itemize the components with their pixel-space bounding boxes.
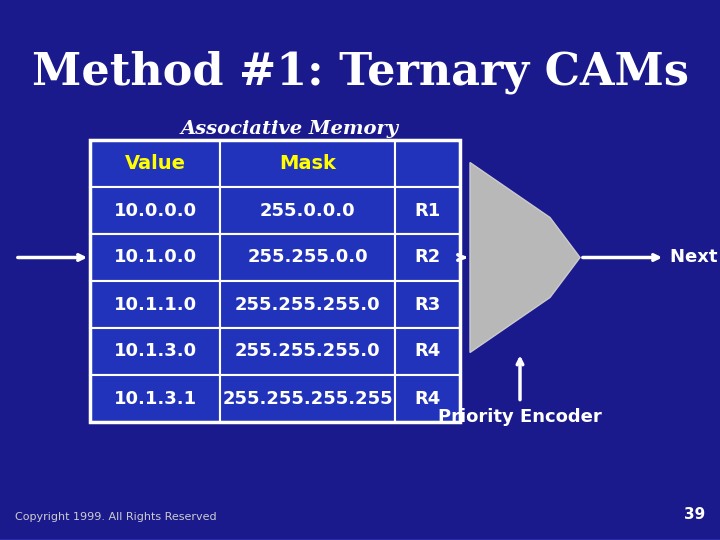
Bar <box>90 375 220 422</box>
Bar <box>90 281 220 328</box>
Bar <box>395 328 460 375</box>
Text: R2: R2 <box>415 248 441 267</box>
Text: 10.1.3.1: 10.1.3.1 <box>114 389 197 408</box>
Text: Associative Memory: Associative Memory <box>181 120 399 138</box>
Text: 255.255.255.0: 255.255.255.0 <box>235 342 380 361</box>
Bar <box>220 375 395 422</box>
Bar <box>90 328 220 375</box>
Bar <box>395 234 460 281</box>
Bar <box>90 187 220 234</box>
Text: R3: R3 <box>415 295 441 314</box>
Text: 39: 39 <box>684 507 705 522</box>
Text: Mask: Mask <box>279 154 336 173</box>
Text: 10.1.1.0: 10.1.1.0 <box>114 295 197 314</box>
Text: Priority Encoder: Priority Encoder <box>438 408 602 426</box>
Text: R4: R4 <box>415 342 441 361</box>
Text: Method #1: Ternary CAMs: Method #1: Ternary CAMs <box>32 50 688 93</box>
Text: R1: R1 <box>415 201 441 219</box>
Text: R4: R4 <box>415 389 441 408</box>
Bar <box>220 140 395 187</box>
Bar <box>395 140 460 187</box>
Bar <box>220 187 395 234</box>
Text: 10.1.3.0: 10.1.3.0 <box>114 342 197 361</box>
Text: 255.255.255.255: 255.255.255.255 <box>222 389 393 408</box>
Text: 10.0.0.0: 10.0.0.0 <box>114 201 197 219</box>
Bar <box>90 140 460 422</box>
Bar <box>395 375 460 422</box>
Bar <box>220 281 395 328</box>
Bar <box>220 328 395 375</box>
Bar <box>395 281 460 328</box>
Text: 255.255.255.0: 255.255.255.0 <box>235 295 380 314</box>
Polygon shape <box>470 163 580 353</box>
Bar <box>90 140 220 187</box>
Bar <box>90 234 220 281</box>
Bar <box>395 187 460 234</box>
Text: 10.1.0.0: 10.1.0.0 <box>114 248 197 267</box>
Bar <box>220 234 395 281</box>
Text: Copyright 1999. All Rights Reserved: Copyright 1999. All Rights Reserved <box>15 512 217 522</box>
Text: Next Hop: Next Hop <box>670 248 720 267</box>
Text: Value: Value <box>125 154 186 173</box>
Text: 255.0.0.0: 255.0.0.0 <box>260 201 355 219</box>
Text: 255.255.0.0: 255.255.0.0 <box>247 248 368 267</box>
